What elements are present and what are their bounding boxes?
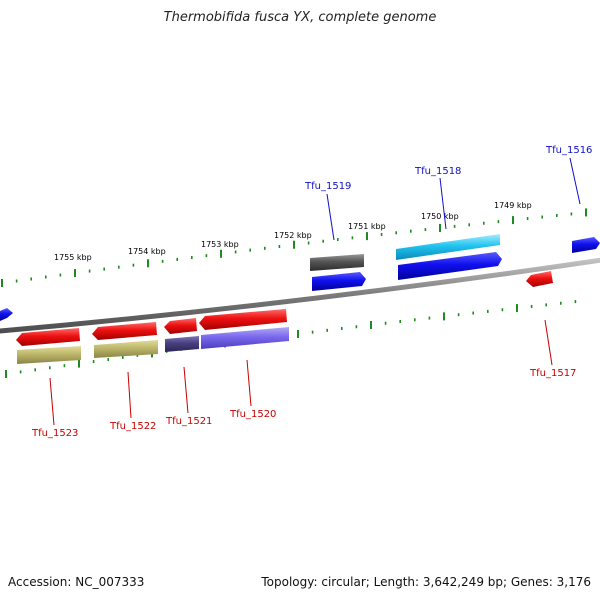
leader-line (183, 366, 189, 414)
gene-arrow[interactable] (199, 309, 287, 330)
scale-label-1751: 1751 kbp (348, 222, 386, 231)
label-leader-lines (49, 157, 581, 426)
gene-arrow[interactable] (0, 308, 13, 321)
gene-label-tfu-1518[interactable]: Tfu_1518 (414, 166, 461, 177)
scale-label-1750: 1750 kbp (421, 212, 459, 221)
gene-arrow[interactable] (310, 254, 364, 271)
gene-label-tfu-1523[interactable]: Tfu_1523 (31, 428, 78, 439)
gene-arrow[interactable] (398, 252, 502, 280)
scale-label-1754: 1754 kbp (128, 247, 166, 256)
gene-label-tfu-1522[interactable]: Tfu_1522 (109, 421, 156, 432)
gene-label-tfu-1520[interactable]: Tfu_1520 (229, 409, 276, 420)
gene-arrow[interactable] (94, 340, 158, 358)
leader-line (544, 319, 553, 366)
genome-summary-text: Topology: circular; Length: 3,642,249 bp… (261, 575, 591, 589)
gene-arrow[interactable] (164, 318, 197, 334)
gene-arrow[interactable] (396, 234, 500, 260)
leader-line (127, 371, 132, 419)
leader-line (49, 377, 55, 426)
scale-ticks-forward (1, 208, 587, 287)
gene-arrow[interactable] (572, 237, 600, 253)
gene-arrow[interactable] (526, 271, 553, 287)
gene-arrow[interactable] (92, 322, 157, 340)
scale-label-1755: 1755 kbp (54, 253, 92, 262)
leader-line (326, 193, 335, 241)
leader-line (569, 157, 581, 205)
chromosome-backbone (0, 257, 600, 334)
scale-labels: 1755 kbp 1754 kbp 1753 kbp 1752 kbp 1751… (54, 201, 532, 262)
reverse-strand-genes (16, 271, 553, 364)
scale-label-1752: 1752 kbp (274, 231, 312, 240)
gene-arrow[interactable] (16, 328, 80, 346)
forward-strand-genes (0, 234, 600, 321)
scale-label-1749: 1749 kbp (494, 201, 532, 210)
gene-label-tfu-1517[interactable]: Tfu_1517 (529, 368, 576, 379)
accession-text: Accession: NC_007333 (8, 575, 145, 589)
scale-ticks-reverse (5, 300, 577, 378)
gene-arrow[interactable] (201, 327, 289, 349)
scale-label-1753: 1753 kbp (201, 240, 239, 249)
map-title: Thermobifida fusca YX, complete genome (163, 10, 437, 25)
leader-line (246, 359, 252, 407)
gene-arrow[interactable] (165, 336, 199, 352)
gene-label-tfu-1521[interactable]: Tfu_1521 (165, 416, 212, 427)
gene-label-tfu-1519[interactable]: Tfu_1519 (304, 181, 351, 192)
gene-arrow[interactable] (312, 272, 366, 291)
gene-labels: Tfu_1516 Tfu_1518 Tfu_1519 Tfu_1517 Tfu_… (31, 145, 592, 439)
leader-line (439, 177, 447, 230)
gene-arrow[interactable] (17, 346, 81, 364)
gene-label-tfu-1516[interactable]: Tfu_1516 (545, 145, 592, 156)
